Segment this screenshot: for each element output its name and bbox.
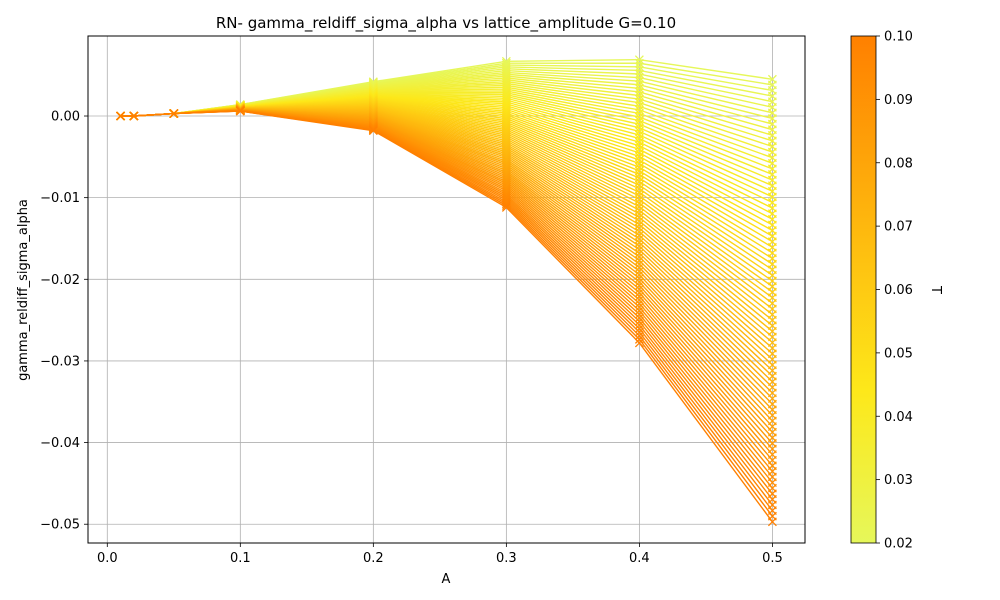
data-point bbox=[634, 55, 644, 65]
x-axis-label: A bbox=[442, 572, 451, 587]
data-point bbox=[634, 302, 644, 312]
x-tick-label: 0.3 bbox=[496, 551, 517, 566]
x-tick-label: 0.5 bbox=[762, 551, 783, 566]
data-point bbox=[368, 126, 378, 136]
data-point bbox=[634, 62, 644, 72]
data-point bbox=[634, 73, 644, 83]
x-tick-label: 0.2 bbox=[363, 551, 384, 566]
colorbar-tick-label: 0.05 bbox=[884, 346, 913, 361]
data-point bbox=[169, 109, 179, 119]
chart-title: RN- gamma_reldiff_sigma_alpha vs lattice… bbox=[216, 14, 676, 33]
data-point bbox=[634, 277, 644, 287]
series-markers bbox=[116, 106, 777, 527]
data-point bbox=[116, 111, 126, 121]
data-point bbox=[634, 266, 644, 276]
y-tick-label: −0.04 bbox=[40, 436, 80, 451]
colorbar-tick-label: 0.09 bbox=[884, 93, 913, 108]
x-tick-label: 0.4 bbox=[629, 551, 650, 566]
colorbar-label: T bbox=[928, 285, 943, 294]
data-point bbox=[634, 256, 644, 265]
colorbar-tick-label: 0.07 bbox=[884, 220, 913, 235]
data-point bbox=[634, 273, 644, 283]
data-point bbox=[634, 306, 644, 316]
colorbar-gradient bbox=[850, 35, 877, 544]
data-point bbox=[634, 238, 644, 248]
plot-frame bbox=[87, 35, 806, 544]
colorbar-ticks: 0.02 0.03 0.04 0.05 0.06 0.07 0.08 0.09 0.10 bbox=[876, 30, 913, 552]
y-axis: 0.00 −0.01 −0.02 −0.03 −0.04 −0.05 bbox=[40, 110, 88, 533]
data-point bbox=[634, 331, 644, 341]
x-tick-label: 0.1 bbox=[230, 551, 251, 566]
data-point bbox=[634, 288, 644, 298]
y-tick-label: −0.01 bbox=[40, 191, 80, 206]
x-axis: 0.0 0.1 0.2 0.3 0.4 0.5 bbox=[97, 543, 783, 566]
data-point bbox=[634, 259, 644, 269]
y-tick-label: −0.03 bbox=[40, 354, 80, 369]
data-point bbox=[634, 291, 644, 301]
data-point bbox=[634, 252, 644, 262]
data-point bbox=[634, 309, 644, 319]
data-point bbox=[634, 69, 644, 79]
data-point bbox=[634, 58, 644, 68]
colorbar: 0.02 0.03 0.04 0.05 0.06 0.07 0.08 0.09 0.10 T bbox=[850, 30, 943, 552]
series-group bbox=[116, 55, 777, 527]
data-point bbox=[767, 517, 777, 527]
data-point bbox=[634, 338, 644, 348]
data-point bbox=[634, 324, 644, 334]
data-point bbox=[129, 111, 139, 121]
y-tick-label: −0.02 bbox=[40, 273, 80, 288]
y-tick-label: −0.05 bbox=[40, 518, 80, 533]
data-point bbox=[634, 245, 644, 255]
data-point bbox=[634, 313, 644, 323]
data-point bbox=[634, 299, 644, 308]
data-point bbox=[634, 295, 644, 305]
data-point bbox=[634, 281, 644, 291]
colorbar-tick-label: 0.03 bbox=[884, 473, 913, 488]
data-point bbox=[634, 284, 644, 294]
data-point bbox=[634, 327, 644, 337]
data-point bbox=[634, 320, 644, 330]
data-point bbox=[634, 263, 644, 273]
colorbar-tick-label: 0.10 bbox=[884, 30, 913, 45]
colorbar-tick-label: 0.04 bbox=[884, 410, 913, 425]
data-point bbox=[235, 106, 245, 116]
data-point bbox=[634, 65, 644, 75]
series-line bbox=[120, 110, 773, 523]
colorbar-tick-label: 0.08 bbox=[884, 156, 913, 171]
y-axis-label: gamma_reldiff_sigma_alpha bbox=[16, 199, 31, 381]
data-point bbox=[501, 201, 511, 211]
colorbar-tick-label: 0.06 bbox=[884, 283, 913, 298]
colorbar-tick-label: 0.02 bbox=[884, 537, 913, 552]
data-point bbox=[634, 241, 644, 251]
data-point bbox=[634, 248, 644, 258]
data-point bbox=[501, 202, 511, 212]
data-point bbox=[634, 334, 644, 344]
data-point bbox=[634, 316, 644, 326]
x-tick-label: 0.0 bbox=[97, 551, 118, 566]
data-point bbox=[634, 270, 644, 280]
data-point bbox=[634, 76, 644, 86]
y-tick-label: 0.00 bbox=[51, 110, 80, 125]
